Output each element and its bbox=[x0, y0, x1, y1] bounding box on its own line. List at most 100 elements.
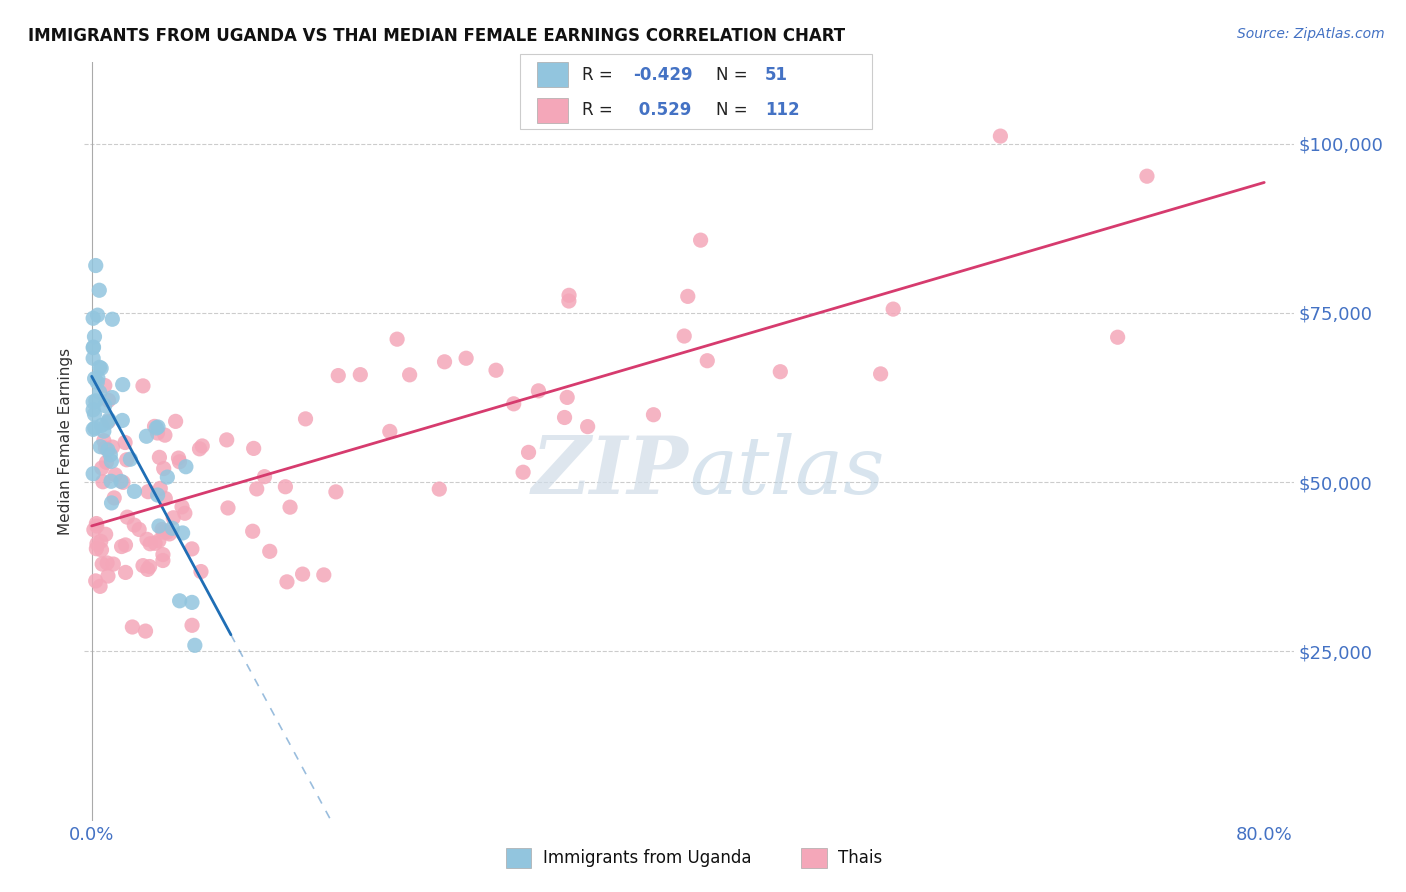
Point bbox=[990, 129, 1012, 144]
Point bbox=[180, 541, 202, 556]
Point bbox=[148, 450, 170, 465]
Point bbox=[94, 527, 117, 541]
Point bbox=[111, 475, 134, 490]
Point bbox=[98, 448, 121, 462]
Point bbox=[94, 399, 117, 413]
Point bbox=[152, 461, 174, 475]
Text: N =: N = bbox=[716, 66, 752, 84]
Point bbox=[152, 525, 174, 540]
Point bbox=[100, 475, 122, 489]
Point bbox=[97, 393, 120, 408]
Point bbox=[427, 482, 450, 496]
Point bbox=[82, 422, 104, 436]
Point bbox=[558, 293, 581, 308]
Point bbox=[517, 445, 540, 459]
Point bbox=[190, 565, 212, 579]
Point bbox=[169, 594, 191, 608]
Point bbox=[132, 558, 155, 573]
Point bbox=[86, 537, 108, 551]
Point bbox=[153, 428, 176, 442]
Point bbox=[90, 542, 112, 557]
Point bbox=[132, 379, 155, 393]
Point bbox=[676, 289, 699, 303]
Point bbox=[139, 537, 162, 551]
Point bbox=[184, 638, 207, 652]
Point bbox=[558, 288, 581, 302]
Point bbox=[167, 451, 190, 466]
Point bbox=[128, 523, 150, 537]
Point bbox=[150, 523, 173, 537]
Point bbox=[124, 518, 146, 533]
Point bbox=[110, 540, 132, 554]
Point bbox=[146, 420, 169, 434]
Point bbox=[110, 475, 132, 489]
Text: R =: R = bbox=[582, 66, 619, 84]
Point bbox=[325, 484, 347, 499]
Point bbox=[145, 421, 167, 435]
Point bbox=[89, 440, 111, 454]
Text: Immigrants from Uganda: Immigrants from Uganda bbox=[543, 849, 751, 867]
Point bbox=[82, 341, 104, 355]
Point bbox=[1107, 330, 1129, 344]
Point bbox=[181, 618, 204, 632]
Text: Thais: Thais bbox=[838, 849, 882, 867]
Point bbox=[673, 329, 696, 343]
Point bbox=[101, 440, 124, 454]
Point bbox=[174, 459, 197, 474]
Point bbox=[143, 536, 166, 550]
Point bbox=[86, 541, 108, 556]
Point bbox=[246, 482, 269, 496]
Point bbox=[152, 553, 174, 567]
Point bbox=[104, 467, 127, 482]
Point bbox=[94, 378, 117, 392]
Point bbox=[143, 419, 166, 434]
Point bbox=[114, 566, 136, 580]
Point bbox=[111, 377, 134, 392]
Point bbox=[156, 525, 179, 540]
Point bbox=[882, 302, 904, 317]
Point bbox=[527, 384, 550, 398]
Point bbox=[253, 469, 276, 483]
Point bbox=[138, 559, 160, 574]
Point bbox=[82, 402, 104, 417]
Point bbox=[96, 455, 118, 469]
Point bbox=[242, 442, 264, 456]
Point bbox=[89, 385, 111, 400]
Point bbox=[159, 527, 181, 541]
Text: Source: ZipAtlas.com: Source: ZipAtlas.com bbox=[1237, 27, 1385, 41]
Point bbox=[82, 467, 104, 481]
Point bbox=[148, 519, 170, 533]
Point bbox=[188, 442, 211, 456]
Point bbox=[97, 569, 120, 583]
Point bbox=[83, 371, 105, 385]
Point bbox=[162, 510, 184, 524]
Point bbox=[100, 496, 122, 510]
Point bbox=[90, 461, 112, 475]
Point bbox=[90, 361, 112, 376]
Point bbox=[170, 500, 193, 514]
Point bbox=[512, 465, 534, 479]
Point bbox=[378, 425, 401, 439]
Text: ZIP: ZIP bbox=[531, 434, 689, 510]
Point bbox=[135, 624, 157, 639]
Point bbox=[83, 421, 105, 435]
Point bbox=[86, 516, 108, 531]
Text: 51: 51 bbox=[765, 66, 787, 84]
Point bbox=[97, 442, 120, 457]
Point bbox=[294, 412, 316, 426]
Point bbox=[111, 413, 134, 427]
Point bbox=[117, 510, 139, 524]
Point bbox=[276, 574, 298, 589]
Point bbox=[103, 557, 125, 571]
Point bbox=[83, 523, 105, 537]
Point bbox=[576, 419, 599, 434]
Point bbox=[103, 491, 125, 505]
Y-axis label: Median Female Earnings: Median Female Earnings bbox=[58, 348, 73, 535]
Point bbox=[696, 353, 718, 368]
Text: 0.529: 0.529 bbox=[633, 102, 692, 120]
Point bbox=[90, 534, 112, 549]
Point bbox=[96, 556, 118, 570]
Point bbox=[100, 454, 122, 468]
Point bbox=[97, 414, 120, 428]
Point bbox=[82, 395, 104, 409]
